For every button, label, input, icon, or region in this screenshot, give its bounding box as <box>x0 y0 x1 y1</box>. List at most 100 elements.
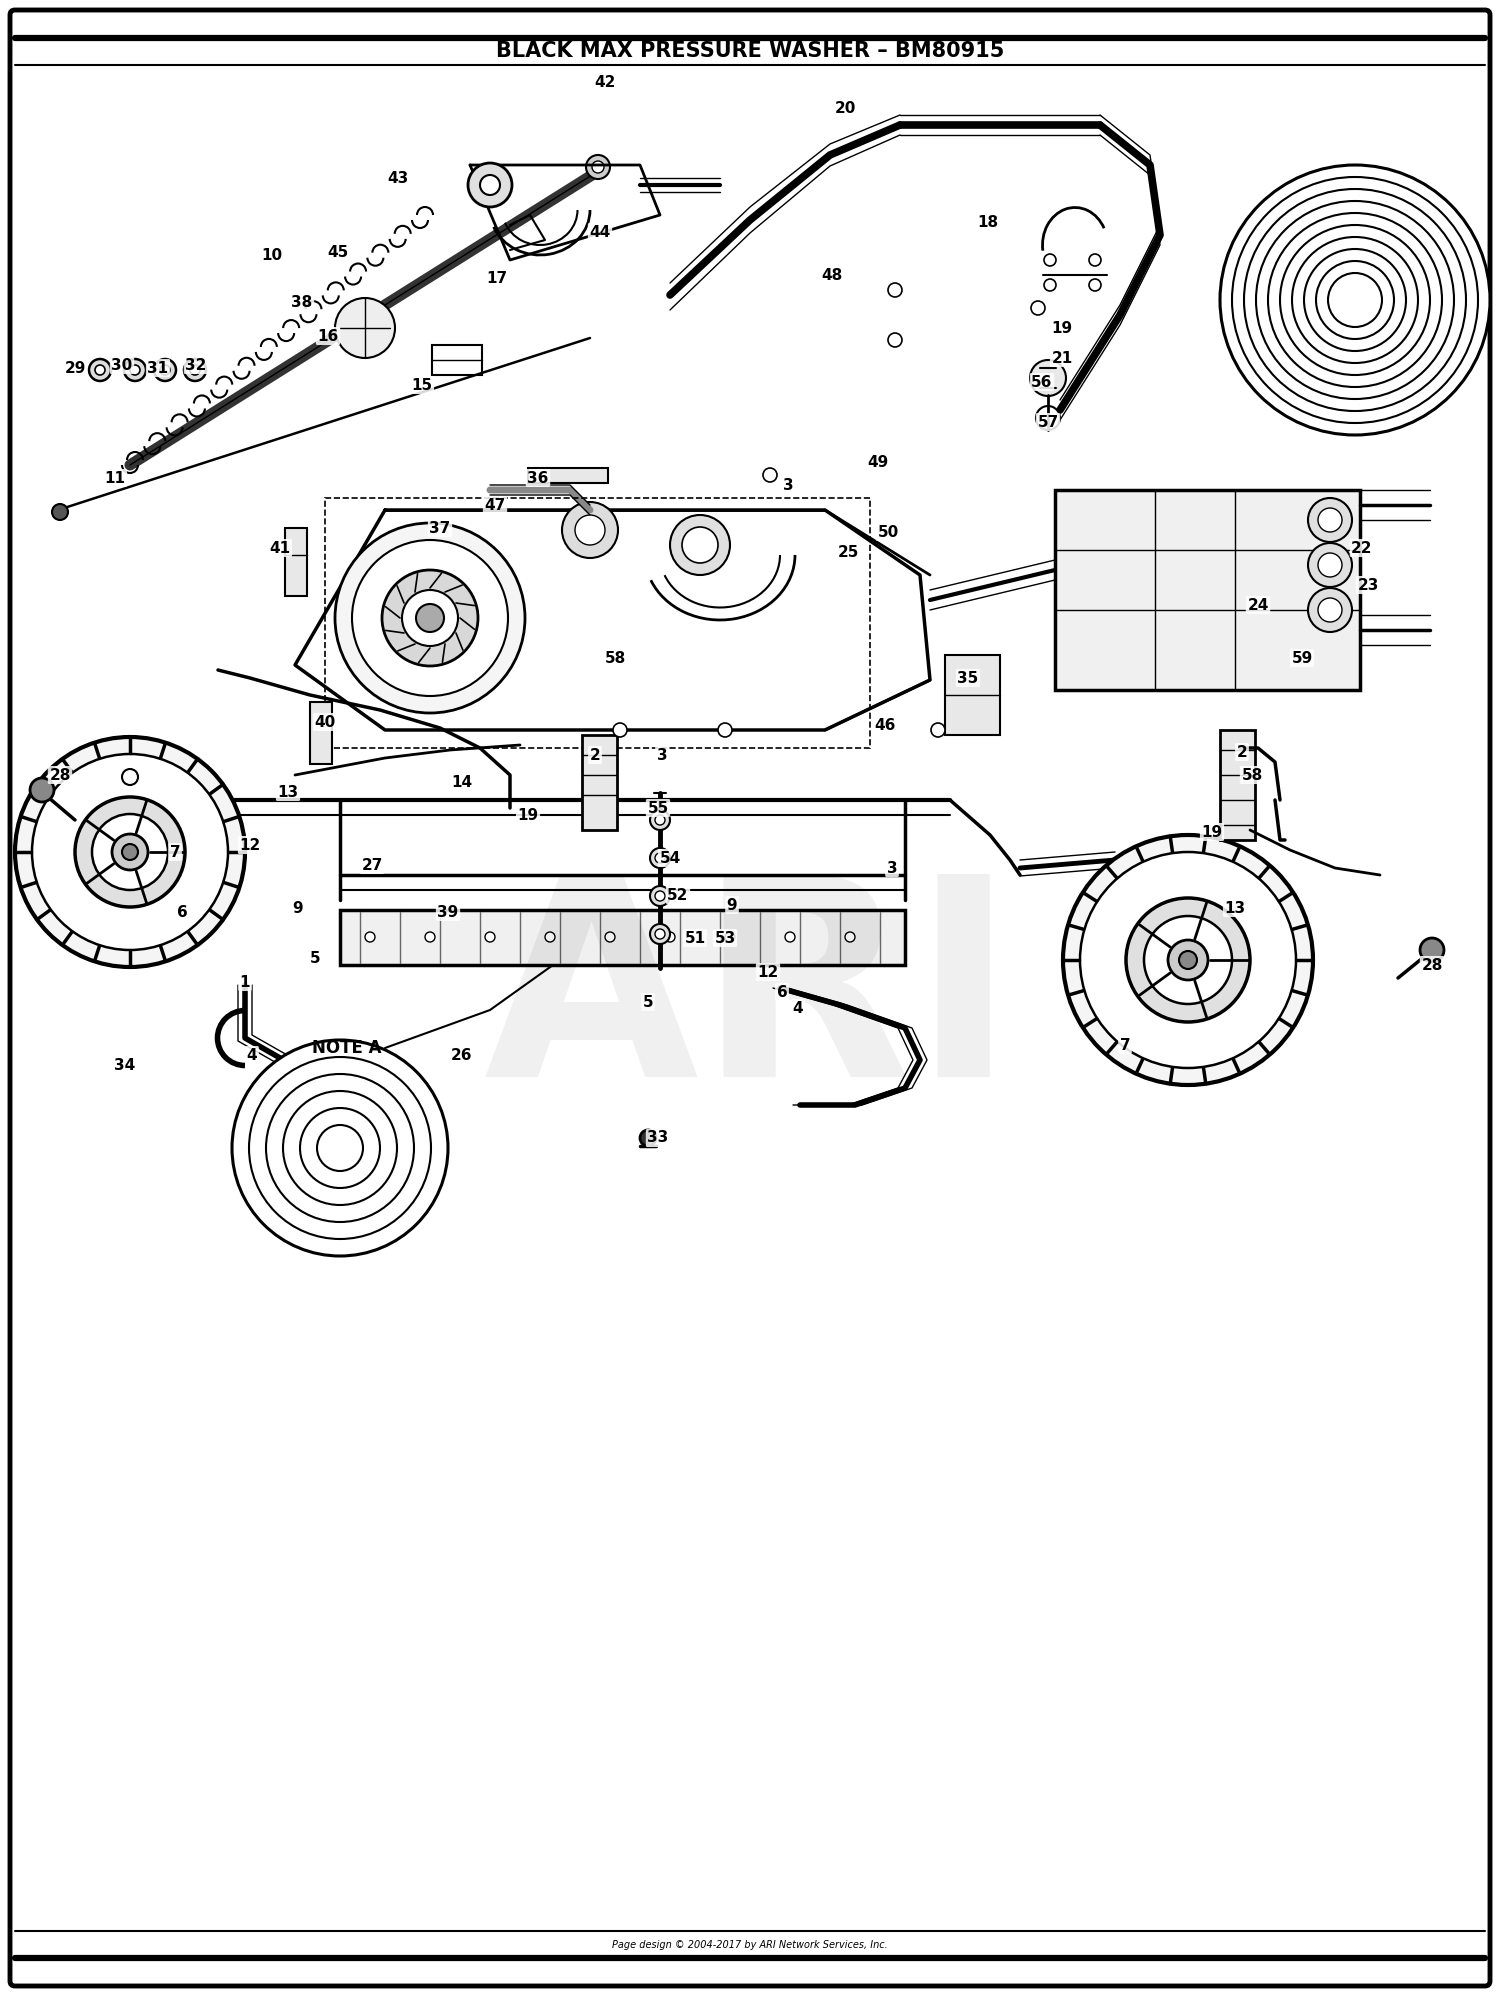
Circle shape <box>352 541 509 697</box>
Text: 7: 7 <box>1119 1038 1131 1052</box>
Circle shape <box>1232 178 1478 423</box>
Text: 29: 29 <box>64 361 86 375</box>
Text: 19: 19 <box>1202 824 1222 840</box>
Text: 9: 9 <box>292 900 303 916</box>
Circle shape <box>1168 940 1208 980</box>
Circle shape <box>650 886 670 906</box>
Text: 40: 40 <box>315 715 336 729</box>
Circle shape <box>670 515 730 575</box>
Circle shape <box>1044 253 1056 265</box>
Circle shape <box>112 834 148 870</box>
Text: 32: 32 <box>186 357 207 373</box>
FancyBboxPatch shape <box>10 10 1490 1986</box>
Circle shape <box>402 591 457 647</box>
Text: 6: 6 <box>177 904 188 920</box>
Text: 5: 5 <box>309 950 321 966</box>
Circle shape <box>316 1126 363 1172</box>
Circle shape <box>1316 261 1394 339</box>
Text: 3: 3 <box>886 860 897 876</box>
Circle shape <box>284 1092 398 1206</box>
Text: 47: 47 <box>484 497 506 513</box>
Text: 2: 2 <box>1236 745 1248 760</box>
Circle shape <box>300 1108 380 1188</box>
Circle shape <box>718 723 732 737</box>
Circle shape <box>574 515 604 545</box>
Text: 12: 12 <box>240 838 261 852</box>
Circle shape <box>682 527 718 563</box>
Circle shape <box>656 852 664 862</box>
Circle shape <box>249 1058 430 1240</box>
Bar <box>582 735 616 830</box>
Circle shape <box>586 156 610 180</box>
Text: 12: 12 <box>758 964 778 980</box>
Circle shape <box>94 365 105 375</box>
Text: 4: 4 <box>246 1048 258 1062</box>
Text: 59: 59 <box>1292 651 1312 665</box>
Circle shape <box>1064 834 1312 1086</box>
Text: 33: 33 <box>648 1130 669 1146</box>
Text: 48: 48 <box>822 267 843 283</box>
Text: 18: 18 <box>978 214 999 230</box>
Circle shape <box>334 297 394 357</box>
Text: 55: 55 <box>648 800 669 816</box>
Text: 38: 38 <box>291 295 312 309</box>
Circle shape <box>656 928 664 938</box>
Circle shape <box>184 359 206 381</box>
Text: 13: 13 <box>1224 900 1245 916</box>
Circle shape <box>664 932 675 942</box>
Circle shape <box>1256 202 1454 399</box>
Text: 58: 58 <box>604 651 625 665</box>
Text: ARI: ARI <box>484 864 1016 1136</box>
Text: 9: 9 <box>726 898 738 912</box>
Bar <box>432 345 482 375</box>
Text: 22: 22 <box>1352 541 1372 555</box>
Circle shape <box>1220 166 1490 435</box>
Circle shape <box>154 359 176 381</box>
Circle shape <box>650 810 670 830</box>
Text: 3: 3 <box>657 747 668 762</box>
Circle shape <box>32 754 228 950</box>
Circle shape <box>1304 250 1406 351</box>
Text: 44: 44 <box>590 224 610 240</box>
Text: 11: 11 <box>105 471 126 485</box>
Circle shape <box>1308 589 1352 633</box>
Circle shape <box>424 932 435 942</box>
Circle shape <box>1030 301 1045 315</box>
Circle shape <box>640 1130 656 1146</box>
Bar <box>326 497 870 748</box>
Circle shape <box>334 523 525 713</box>
Circle shape <box>124 359 146 381</box>
Text: 31: 31 <box>147 361 168 375</box>
Text: 49: 49 <box>867 455 888 469</box>
Circle shape <box>724 932 735 942</box>
Text: 43: 43 <box>387 170 408 186</box>
Circle shape <box>844 932 855 942</box>
Text: 45: 45 <box>327 244 348 259</box>
Text: 41: 41 <box>270 541 291 555</box>
Circle shape <box>656 814 664 824</box>
Circle shape <box>592 162 604 174</box>
Text: 26: 26 <box>452 1048 472 1062</box>
Circle shape <box>382 571 478 667</box>
Text: 1: 1 <box>240 974 250 990</box>
Text: 15: 15 <box>411 377 432 393</box>
Circle shape <box>650 848 670 868</box>
Circle shape <box>53 505 68 521</box>
Circle shape <box>364 932 375 942</box>
Circle shape <box>1044 279 1056 291</box>
Text: 34: 34 <box>114 1058 135 1072</box>
Circle shape <box>92 814 168 890</box>
Circle shape <box>15 737 244 966</box>
Text: 27: 27 <box>362 858 382 872</box>
Circle shape <box>544 932 555 942</box>
Text: 6: 6 <box>777 984 788 1000</box>
Text: 10: 10 <box>261 248 282 263</box>
Bar <box>1054 489 1360 691</box>
Bar <box>1220 731 1256 840</box>
Text: 20: 20 <box>834 100 855 116</box>
Text: 13: 13 <box>278 784 298 800</box>
Text: 50: 50 <box>878 525 898 539</box>
Circle shape <box>1089 279 1101 291</box>
Text: 28: 28 <box>1422 958 1443 972</box>
Text: 3: 3 <box>783 477 794 493</box>
